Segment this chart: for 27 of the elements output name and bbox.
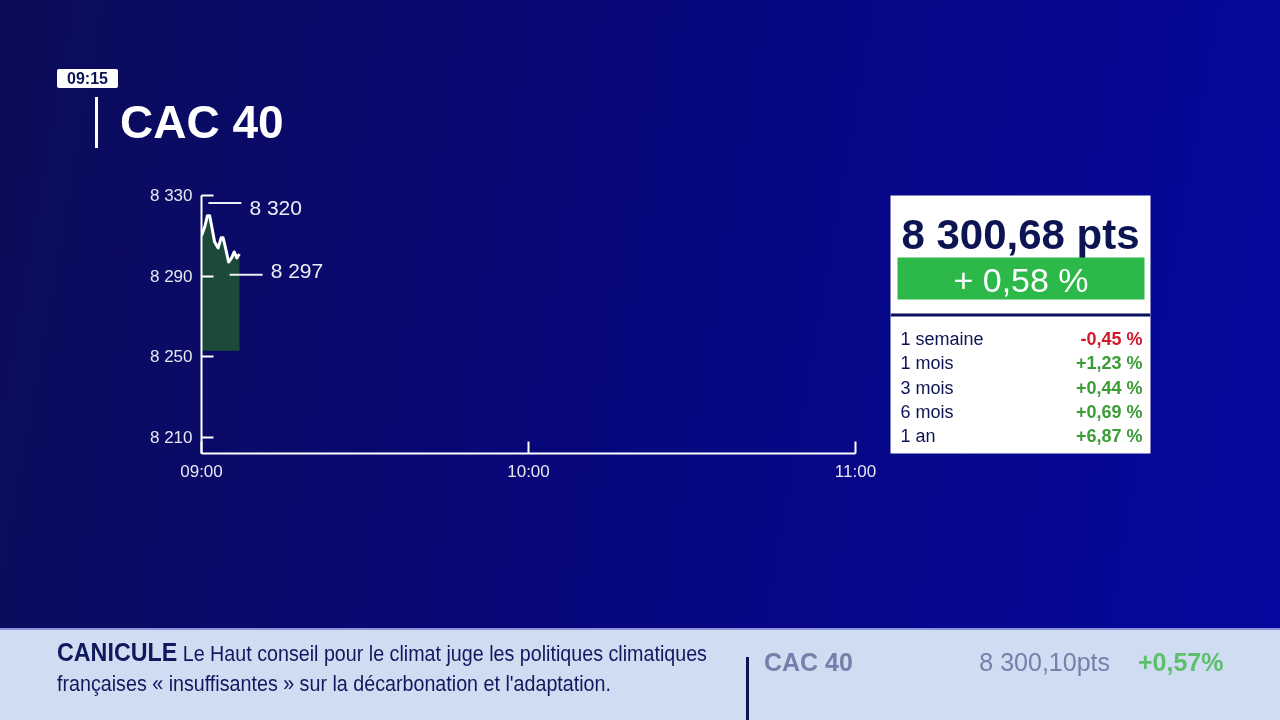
x-tick-label: 11:00 (834, 461, 877, 481)
annotation: 8 320 (249, 195, 302, 219)
data-label: +0,44 % (1075, 377, 1143, 398)
text: 8 300,10pts (978, 647, 1110, 677)
category-label: 1 an (900, 426, 936, 447)
chart-title: CAC 40 (120, 96, 284, 148)
y-tick-label: 8 290 (149, 266, 193, 286)
y-tick-label: 8 210 (149, 427, 193, 447)
y-tick-label: 8 330 (149, 186, 193, 205)
category-label: 6 mois (900, 401, 954, 422)
data-label: +0,69 % (1075, 401, 1143, 422)
text: 09:15 (57, 69, 118, 88)
category-label: 1 semaine (900, 329, 984, 349)
text: CANICULE (57, 637, 178, 667)
y-tick-label: 8 250 (149, 347, 193, 367)
data-label: +1,23 % (1075, 353, 1143, 374)
text: + 0,58 % (953, 260, 1089, 299)
category-label: 3 mois (900, 377, 954, 398)
data-label: -0,45 % (1080, 329, 1143, 349)
data-label: +6,87 % (1075, 426, 1143, 447)
text: +0,57% (1138, 647, 1224, 677)
x-tick-label: 10:00 (507, 461, 550, 481)
x-tick-label: 09:00 (180, 461, 223, 481)
annotation: 8 297 (270, 259, 324, 283)
text: CAC 40 (764, 647, 853, 677)
text: 8 300,68 pts (901, 211, 1140, 258)
category-label: 1 mois (900, 353, 954, 374)
